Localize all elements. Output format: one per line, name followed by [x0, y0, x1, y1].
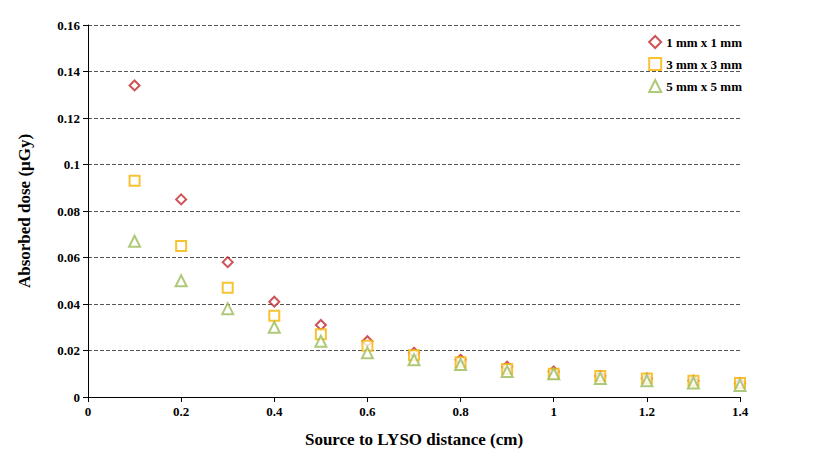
- svg-text:0.8: 0.8: [452, 404, 469, 419]
- svg-text:1 mm x 1 mm: 1 mm x 1 mm: [666, 35, 742, 50]
- svg-text:Source to LYSO distance (cm): Source to LYSO distance (cm): [305, 430, 523, 449]
- svg-text:0.2: 0.2: [173, 404, 189, 419]
- svg-text:0.6: 0.6: [359, 404, 376, 419]
- svg-text:1.4: 1.4: [732, 404, 749, 419]
- svg-text:1.2: 1.2: [639, 404, 655, 419]
- svg-text:0.08: 0.08: [57, 204, 80, 219]
- svg-text:5 mm x 5 mm: 5 mm x 5 mm: [666, 79, 742, 94]
- svg-text:0: 0: [74, 390, 81, 405]
- svg-text:3 mm x 3 mm: 3 mm x 3 mm: [666, 57, 742, 72]
- svg-text:0.12: 0.12: [57, 111, 80, 126]
- svg-text:0.02: 0.02: [57, 343, 80, 358]
- svg-text:0.4: 0.4: [266, 404, 283, 419]
- svg-text:Absorbed dose (μGy): Absorbed dose (μGy): [15, 134, 34, 288]
- svg-text:0.14: 0.14: [57, 64, 80, 79]
- svg-text:0.1: 0.1: [64, 157, 80, 172]
- svg-text:0: 0: [85, 404, 92, 419]
- svg-text:0.16: 0.16: [57, 18, 80, 33]
- svg-text:0.06: 0.06: [57, 250, 80, 265]
- svg-text:0.04: 0.04: [57, 297, 80, 312]
- svg-text:1: 1: [550, 404, 557, 419]
